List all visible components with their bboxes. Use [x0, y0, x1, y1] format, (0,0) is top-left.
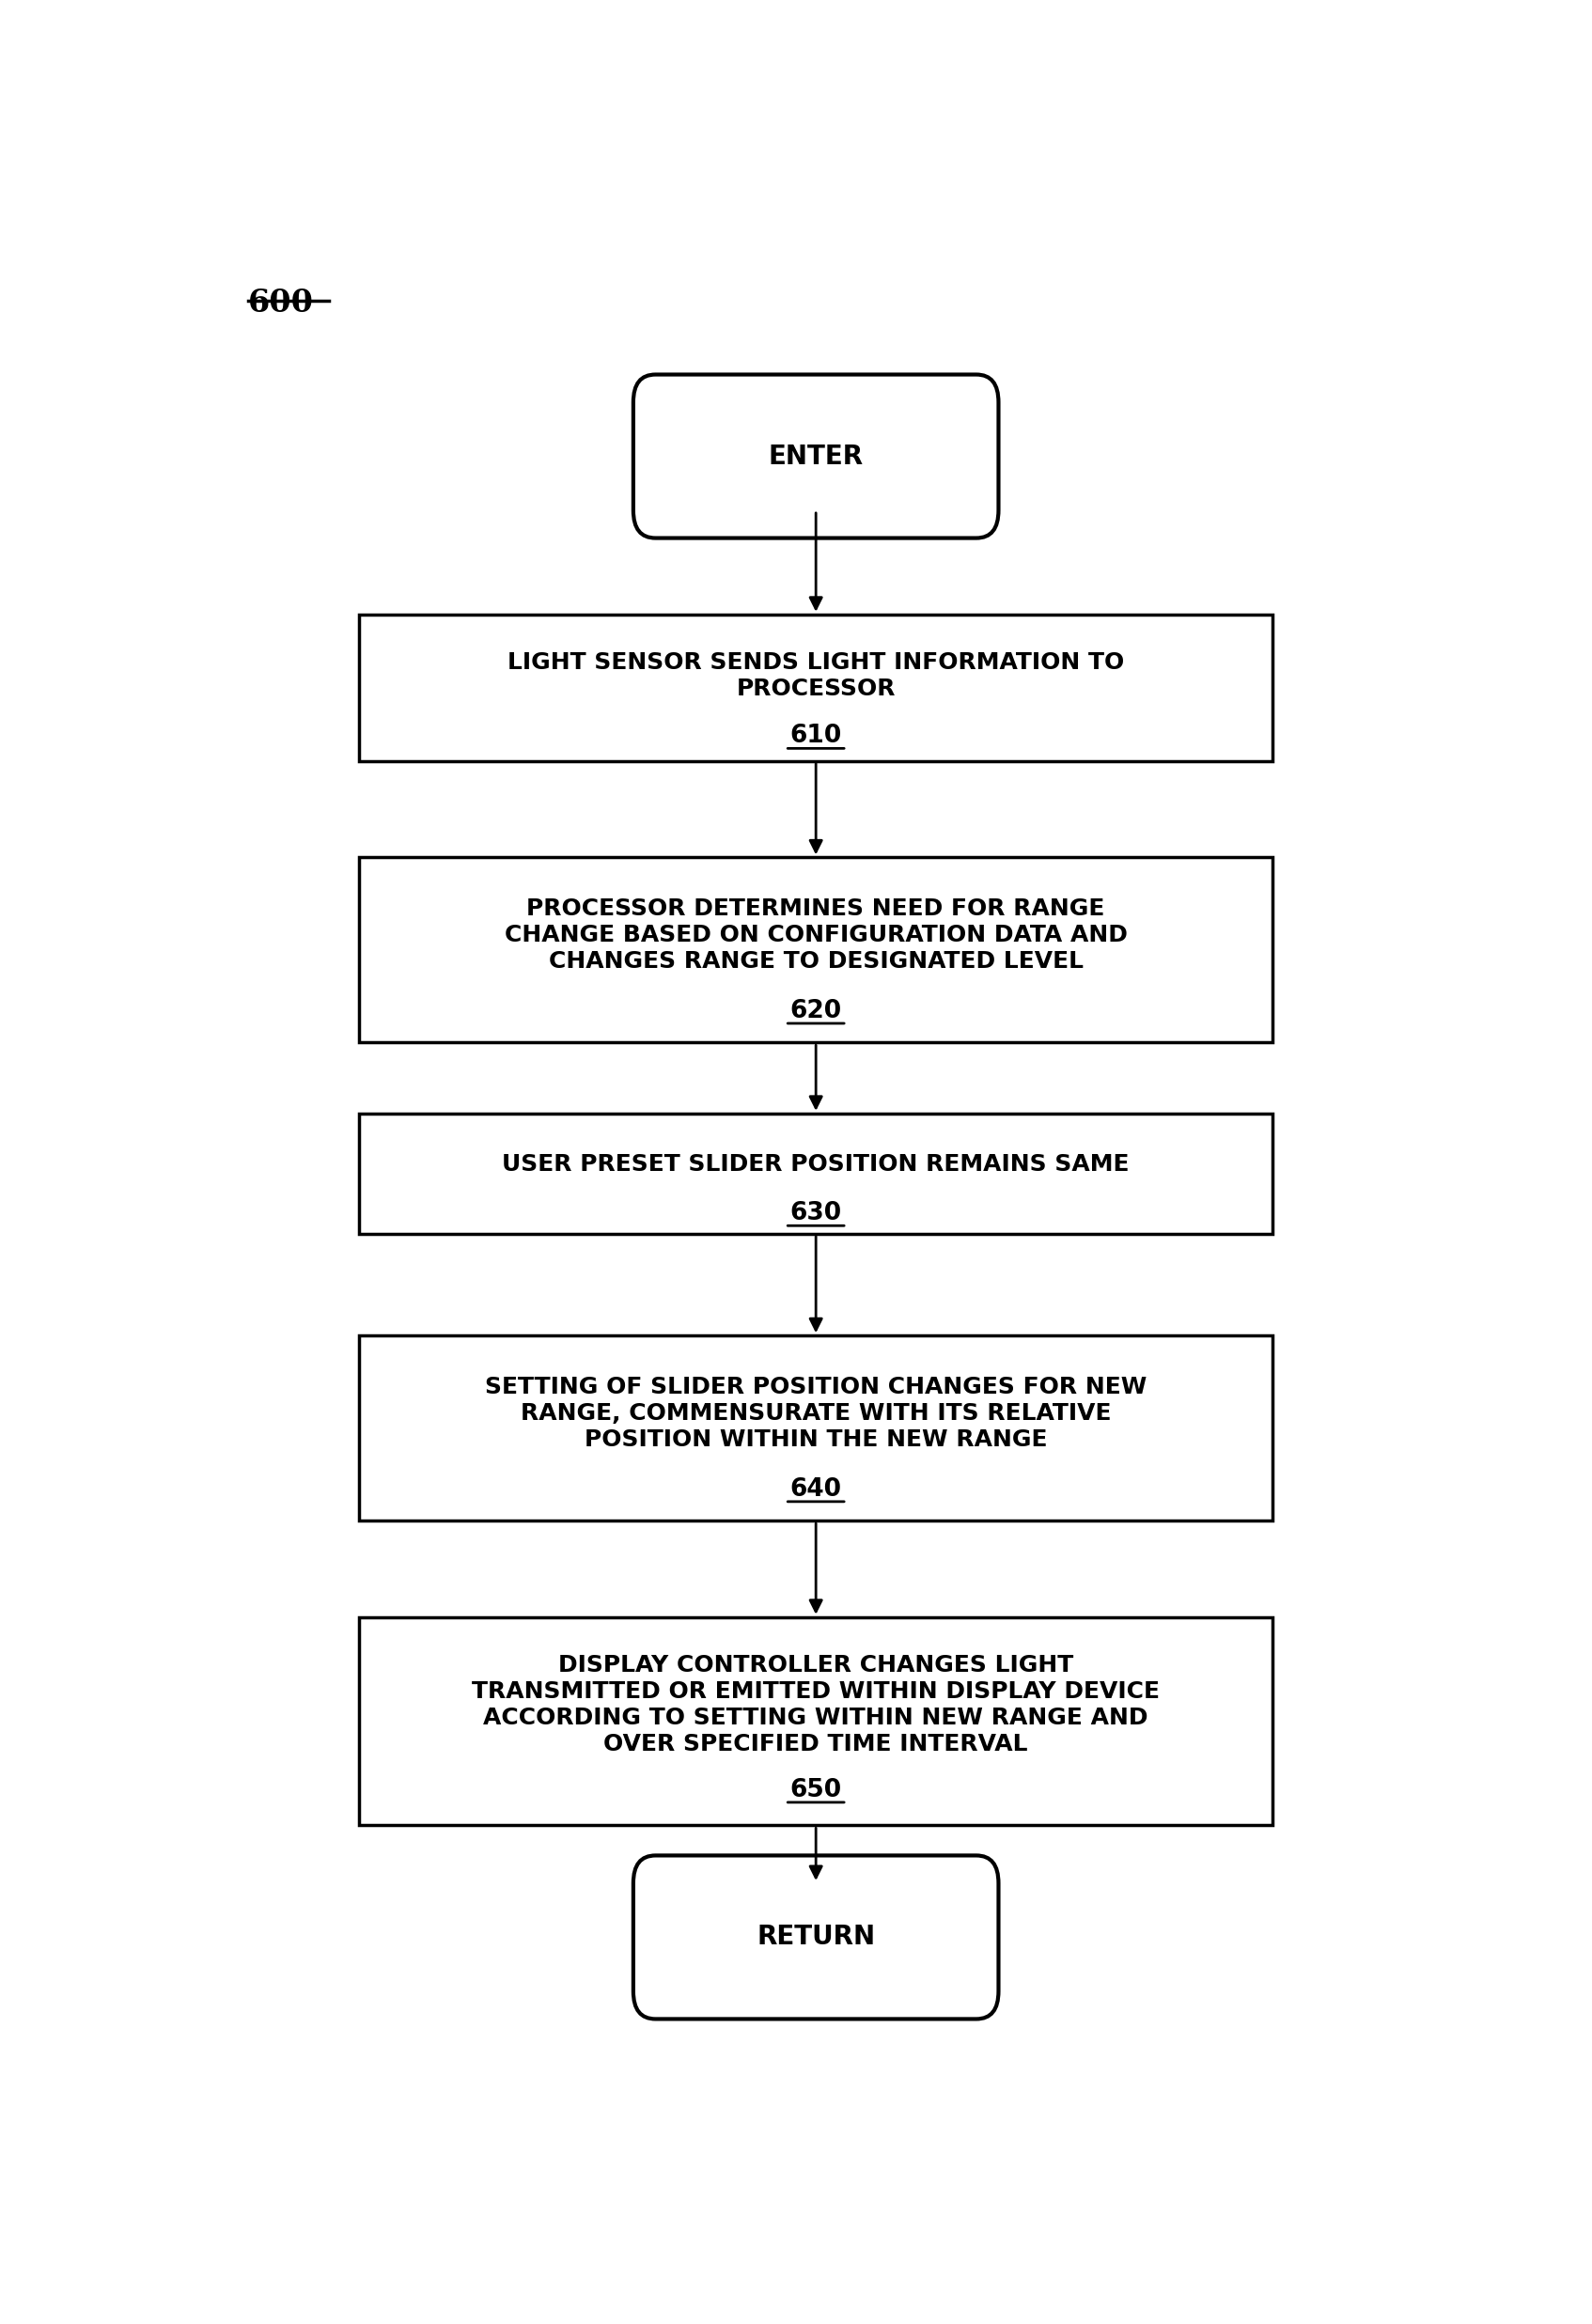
- Bar: [360, 614, 1272, 760]
- FancyBboxPatch shape: [634, 1855, 998, 2020]
- FancyBboxPatch shape: [634, 374, 998, 539]
- Bar: [360, 858, 1272, 1043]
- Text: 630: 630: [790, 1202, 842, 1225]
- Text: 620: 620: [790, 999, 842, 1023]
- Bar: [360, 1113, 1272, 1234]
- Text: DISPLAY CONTROLLER CHANGES LIGHT
TRANSMITTED OR EMITTED WITHIN DISPLAY DEVICE
AC: DISPLAY CONTROLLER CHANGES LIGHT TRANSMI…: [471, 1655, 1161, 1755]
- Text: 650: 650: [790, 1778, 842, 1801]
- Text: SETTING OF SLIDER POSITION CHANGES FOR NEW
RANGE, COMMENSURATE WITH ITS RELATIVE: SETTING OF SLIDER POSITION CHANGES FOR N…: [486, 1376, 1146, 1450]
- Text: LIGHT SENSOR SENDS LIGHT INFORMATION TO
PROCESSOR: LIGHT SENSOR SENDS LIGHT INFORMATION TO …: [508, 651, 1124, 700]
- Bar: [360, 1618, 1272, 1824]
- Text: 610: 610: [790, 723, 842, 748]
- Text: ENTER: ENTER: [769, 444, 863, 469]
- Text: 640: 640: [790, 1478, 842, 1501]
- Text: RETURN: RETURN: [756, 1924, 876, 1950]
- Text: USER PRESET SLIDER POSITION REMAINS SAME: USER PRESET SLIDER POSITION REMAINS SAME: [501, 1153, 1130, 1176]
- Text: PROCESSOR DETERMINES NEED FOR RANGE
CHANGE BASED ON CONFIGURATION DATA AND
CHANG: PROCESSOR DETERMINES NEED FOR RANGE CHAN…: [505, 897, 1127, 971]
- Bar: [360, 1336, 1272, 1520]
- Text: 600: 600: [248, 288, 314, 318]
